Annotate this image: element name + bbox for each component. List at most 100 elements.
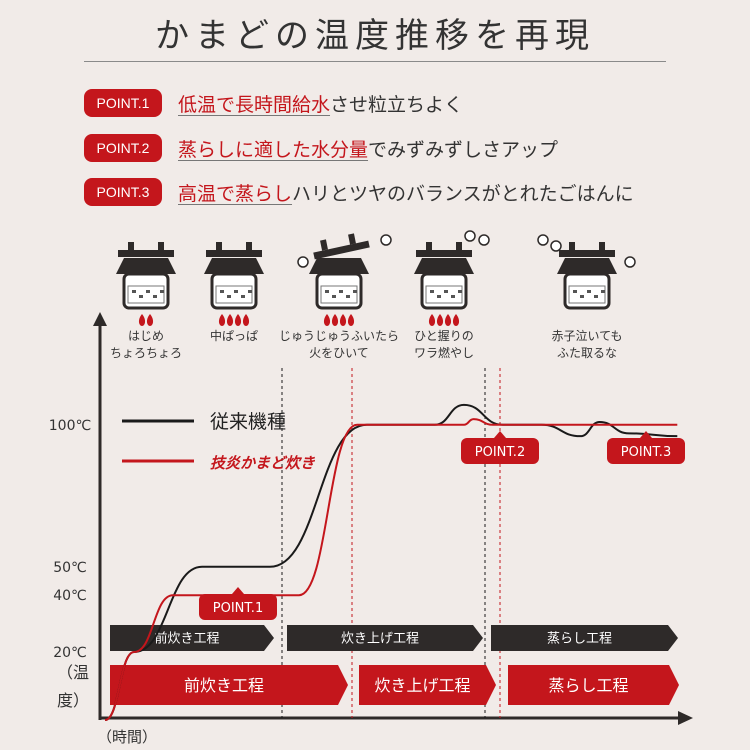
pot-caption-3: じゅうじゅうふいたら <box>279 329 399 343</box>
stage-upper-2-label: 炊き上げ工程 <box>341 632 419 647</box>
x-axis-title: （時間） <box>97 728 157 746</box>
y-axis-title: （温 <box>57 663 89 682</box>
y-tick-label: 40℃ <box>53 588 87 604</box>
stage-upper-1-label: 前炊き工程 <box>154 631 219 647</box>
lid-knob-icon <box>320 233 356 251</box>
pot-rim-icon <box>309 258 369 274</box>
rice-grain-icon <box>227 295 231 298</box>
point-badge-3: POINT.3 <box>84 178 162 206</box>
flame-icon <box>226 314 234 326</box>
steam-icon <box>478 234 490 246</box>
rice-grain-icon <box>153 295 157 298</box>
steam-icon <box>550 240 562 252</box>
rice-grain-icon <box>573 290 577 293</box>
point-text-3: 高温で蒸らしハリとツヤのバランスがとれたごはんに <box>178 179 634 206</box>
stage-lower-2-label: 炊き上げ工程 <box>374 676 470 695</box>
pot-icon-2 <box>204 242 264 326</box>
rice-grain-icon <box>132 290 136 293</box>
point-marker-3-label: POINT.3 <box>621 445 671 460</box>
stage-lower-2-bar <box>359 665 496 705</box>
pot-caption-5: ふた取るな <box>557 346 617 360</box>
point-rest-3: ハリとツヤのバランスがとれたごはんに <box>292 182 634 205</box>
point-marker-2-pointer-icon <box>494 431 506 438</box>
pot-caption-3: 火をひいて <box>309 346 369 360</box>
rice-grain-icon <box>580 295 584 298</box>
pot-rim-icon <box>557 258 617 274</box>
y-axis-title: 度） <box>57 691 89 710</box>
flame-icon <box>146 314 154 326</box>
series-line-kamado <box>104 418 678 721</box>
flame-icon <box>428 314 436 326</box>
point-rest-2: でみずみずしさアップ <box>368 138 559 161</box>
steam-icon <box>464 230 476 242</box>
y-axis-arrow-icon <box>93 312 107 326</box>
point-marker-3-box <box>607 438 685 464</box>
flame-icon <box>452 314 460 326</box>
lid-knob-icon <box>569 242 575 252</box>
rice-grain-icon <box>601 290 605 293</box>
legend-label-kamado: 技炎かまど炊き <box>210 454 316 472</box>
stage-upper-3-label: 蒸らし工程 <box>547 632 612 647</box>
rice-grain-icon <box>220 290 224 293</box>
rice-grain-icon <box>430 290 434 293</box>
y-tick-label: 50℃ <box>53 560 87 576</box>
rice-grain-icon <box>346 295 350 298</box>
point-highlight-3: 高温で蒸らし <box>178 182 293 205</box>
stage-lower-1-bar <box>110 665 348 705</box>
flame-icon <box>242 314 250 326</box>
flame-icon <box>444 314 452 326</box>
flame-icon <box>436 314 444 326</box>
lid-bar-icon <box>416 250 472 257</box>
pot-icon-3 <box>309 233 370 326</box>
rice-icon <box>127 285 165 304</box>
rice-grain-icon <box>325 290 329 293</box>
point-marker-1-box <box>199 594 277 620</box>
pot-caption-1: はじめ <box>128 329 164 343</box>
rice-grain-icon <box>248 290 252 293</box>
pot-caption-2: 中ぱっぱ <box>210 328 258 343</box>
lid-knob-icon <box>246 242 252 252</box>
flame-icon <box>218 314 226 326</box>
pot-caption-1: ちょろちょろ <box>110 346 182 360</box>
flame-icon <box>323 314 331 326</box>
point-marker-1-pointer-icon <box>232 587 244 594</box>
flame-icon <box>347 314 355 326</box>
point-rest-1: させ粒立ちよく <box>330 93 464 116</box>
lid-knob-icon <box>216 242 222 252</box>
pot-rim-icon <box>204 258 264 274</box>
page-title: かまどの温度推移を再現 <box>155 16 595 56</box>
stage-upper-2-bar <box>287 625 483 651</box>
point-row-3: POINT.3 高温で蒸らしハリとツヤのバランスがとれたごはんに <box>84 177 634 207</box>
pot-caption-5: 赤子泣いても <box>551 328 622 343</box>
stage-upper-3-bar <box>491 625 678 651</box>
lid-knob-icon <box>426 242 432 252</box>
lid-knob-icon <box>456 242 462 252</box>
pot-rim-icon <box>116 258 176 274</box>
lid-bar-icon <box>559 250 615 257</box>
title-divider <box>84 61 666 62</box>
stage-lower-3-bar <box>508 665 679 705</box>
steam-icon <box>297 256 309 268</box>
flame-icon <box>339 314 347 326</box>
point-highlight-2: 蒸らしに適した水分量 <box>178 138 369 161</box>
point-marker-1-label: POINT.1 <box>213 601 263 616</box>
rice-grain-icon <box>332 295 336 298</box>
steam-icon <box>624 256 636 268</box>
pot-caption-4: ワラ燃やし <box>414 345 474 360</box>
point-badge-1: POINT.1 <box>84 89 162 117</box>
flame-icon <box>234 314 242 326</box>
rice-grain-icon <box>139 295 143 298</box>
stage-lower-1-label: 前炊き工程 <box>184 676 264 695</box>
lid-bar-icon <box>118 250 174 257</box>
lid-knob-icon <box>158 242 164 252</box>
lid-knob-icon <box>128 242 134 252</box>
point-highlight-1: 低温で長時間給水 <box>178 93 331 116</box>
point-text-1: 低温で長時間給水させ粒立ちよく <box>178 90 463 117</box>
point-marker-3-pointer-icon <box>640 431 652 438</box>
pot-caption-4: ひと握りの <box>414 328 474 343</box>
point-row-2: POINT.2 蒸らしに適した水分量でみずみずしさアップ <box>84 133 558 163</box>
pot-icon-4 <box>414 242 474 326</box>
rice-icon <box>320 285 358 304</box>
rice-grain-icon <box>594 295 598 298</box>
